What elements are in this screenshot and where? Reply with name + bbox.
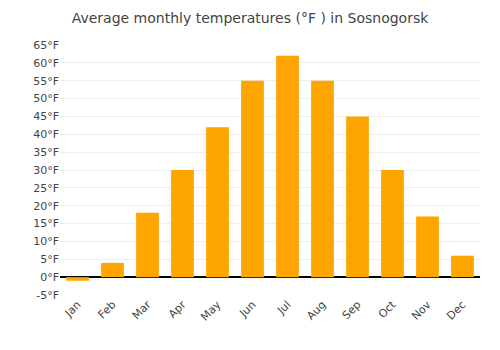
svg-text:Mar: Mar	[130, 298, 154, 322]
svg-text:Aug: Aug	[304, 298, 328, 322]
svg-text:Feb: Feb	[96, 298, 119, 321]
svg-text:50°F: 50°F	[33, 92, 59, 105]
svg-text:May: May	[198, 298, 224, 324]
svg-text:65°F: 65°F	[33, 39, 59, 52]
svg-text:40°F: 40°F	[33, 128, 59, 141]
svg-text:15°F: 15°F	[33, 217, 59, 230]
svg-text:0°F: 0°F	[40, 271, 59, 284]
svg-text:Average monthly temperatures (: Average monthly temperatures (°F ) in So…	[72, 10, 430, 26]
svg-text:55°F: 55°F	[33, 75, 59, 88]
svg-text:35°F: 35°F	[33, 146, 59, 159]
svg-text:Jul: Jul	[274, 298, 293, 317]
svg-text:Sep: Sep	[340, 298, 364, 322]
svg-text:45°F: 45°F	[33, 110, 59, 123]
svg-text:Jun: Jun	[236, 298, 258, 320]
svg-text:30°F: 30°F	[33, 164, 59, 177]
svg-text:25°F: 25°F	[33, 182, 59, 195]
svg-text:10°F: 10°F	[33, 235, 59, 248]
svg-text:Oct: Oct	[376, 298, 399, 321]
svg-text:60°F: 60°F	[33, 57, 59, 70]
svg-text:Apr: Apr	[166, 298, 189, 321]
svg-text:Dec: Dec	[444, 298, 468, 322]
svg-text:Jan: Jan	[62, 298, 84, 320]
svg-text:-5°F: -5°F	[36, 289, 59, 302]
svg-text:Nov: Nov	[409, 298, 434, 323]
svg-text:20°F: 20°F	[33, 200, 59, 213]
svg-text:5°F: 5°F	[40, 253, 59, 266]
